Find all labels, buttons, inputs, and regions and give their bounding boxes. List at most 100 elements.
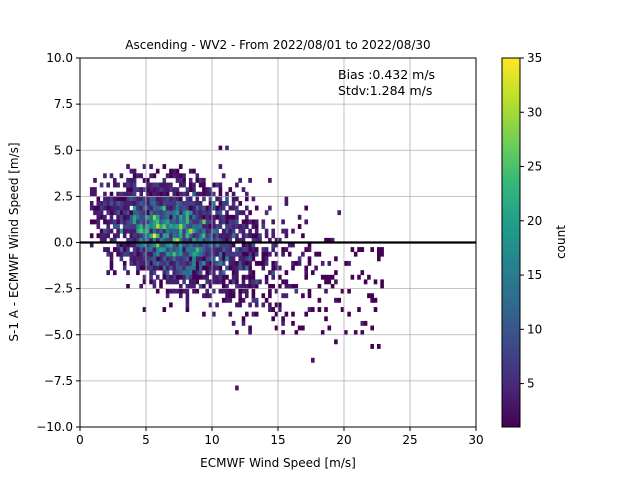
heatmap-cell	[258, 233, 262, 239]
heatmap-cell	[106, 200, 110, 206]
heatmap-cell	[297, 260, 302, 266]
heatmap-cell	[139, 284, 143, 289]
heatmap-cell	[231, 242, 236, 248]
heatmap-cell	[152, 224, 157, 229]
heatmap-cell	[221, 214, 226, 220]
heatmap-cell	[185, 200, 190, 206]
heatmap-cell	[212, 247, 216, 253]
heatmap-cell	[238, 265, 242, 271]
heatmap-cell	[195, 279, 200, 285]
heatmap-cell	[198, 210, 203, 216]
heatmap-cell	[238, 256, 242, 262]
heatmap-cell	[245, 288, 249, 294]
heatmap-cell	[251, 279, 256, 285]
heatmap-cell	[241, 256, 246, 262]
heatmap-cell	[169, 200, 173, 206]
y-tick-label: 7.5	[54, 97, 73, 111]
heatmap-cell	[136, 219, 140, 225]
heatmap-cell	[169, 274, 173, 280]
heatmap-cell	[126, 270, 130, 276]
heatmap-cell	[103, 214, 107, 220]
heatmap-cell	[235, 205, 239, 211]
heatmap-cell	[152, 279, 157, 285]
heatmap-cell	[261, 256, 266, 262]
heatmap-cell	[353, 251, 358, 257]
heatmap-cell	[261, 219, 266, 225]
heatmap-cell	[149, 173, 153, 179]
heatmap-cell	[281, 228, 285, 234]
heatmap-cell	[284, 270, 289, 276]
heatmap-cell	[99, 210, 104, 216]
heatmap-cell	[126, 187, 130, 193]
heatmap-cell	[113, 233, 117, 239]
heatmap-cell	[320, 330, 325, 336]
heatmap-cell	[175, 251, 180, 257]
heatmap-cell	[136, 251, 140, 257]
heatmap-cell	[231, 288, 236, 294]
heatmap-cell	[155, 196, 160, 202]
heatmap-cell	[149, 279, 153, 285]
heatmap-cell	[367, 274, 371, 280]
heatmap-cell	[297, 256, 302, 262]
heatmap-cell	[146, 177, 150, 183]
heatmap-cell	[225, 256, 229, 262]
heatmap-cell	[334, 256, 338, 262]
heatmap-cell	[218, 233, 223, 239]
heatmap-cell	[179, 256, 183, 262]
heatmap-cell	[248, 256, 252, 262]
heatmap-cell	[281, 251, 285, 257]
heatmap-cell	[155, 219, 160, 225]
heatmap-cell	[99, 182, 104, 188]
heatmap-cell	[132, 214, 137, 220]
heatmap-cell	[159, 265, 163, 271]
heatmap-cell	[132, 237, 137, 243]
heatmap-cell	[175, 205, 180, 211]
heatmap-cell	[152, 219, 157, 225]
heatmap-cell	[182, 173, 186, 179]
heatmap-cell	[215, 251, 219, 257]
heatmap-cell	[139, 237, 143, 243]
heatmap-cell	[360, 247, 365, 253]
heatmap-cell	[152, 251, 157, 257]
bias-annotation: Bias :0.432 m/s	[338, 67, 435, 82]
heatmap-cell	[185, 302, 190, 308]
heatmap-cell	[179, 251, 183, 257]
heatmap-cell	[245, 260, 249, 266]
heatmap-cell	[271, 228, 275, 234]
heatmap-cell	[175, 279, 180, 285]
heatmap-cell	[126, 228, 130, 234]
heatmap-cell	[169, 233, 173, 239]
heatmap-cell	[152, 247, 157, 253]
heatmap-cell	[185, 270, 190, 276]
heatmap-cell	[241, 297, 246, 303]
heatmap-cell	[149, 242, 153, 248]
heatmap-cell	[363, 320, 368, 326]
heatmap-cell	[330, 284, 335, 289]
heatmap-cell	[103, 200, 107, 206]
heatmap-cell	[122, 242, 127, 248]
heatmap-cell	[109, 173, 114, 179]
heatmap-cell	[96, 224, 101, 229]
heatmap-cell	[205, 219, 209, 225]
heatmap-cell	[208, 200, 213, 206]
heatmap-cell	[251, 196, 256, 202]
heatmap-cell	[169, 279, 173, 285]
heatmap-cell	[202, 260, 206, 266]
heatmap-cell	[208, 260, 213, 266]
heatmap-cell	[311, 357, 315, 363]
heatmap-cell	[146, 219, 150, 225]
heatmap-cell	[192, 274, 196, 280]
heatmap-cell	[119, 228, 124, 234]
heatmap-cell	[93, 219, 97, 225]
heatmap-cell	[185, 307, 190, 312]
heatmap-cell	[380, 284, 384, 289]
heatmap-cell	[225, 288, 229, 294]
heatmap-cell	[311, 307, 315, 312]
heatmap-cell	[218, 210, 223, 216]
heatmap-cell	[195, 274, 200, 280]
heatmap-cell	[119, 210, 124, 216]
heatmap-cell	[377, 256, 381, 262]
heatmap-cell	[169, 247, 173, 253]
heatmap-cell	[126, 242, 130, 248]
heatmap-cell	[126, 164, 130, 169]
